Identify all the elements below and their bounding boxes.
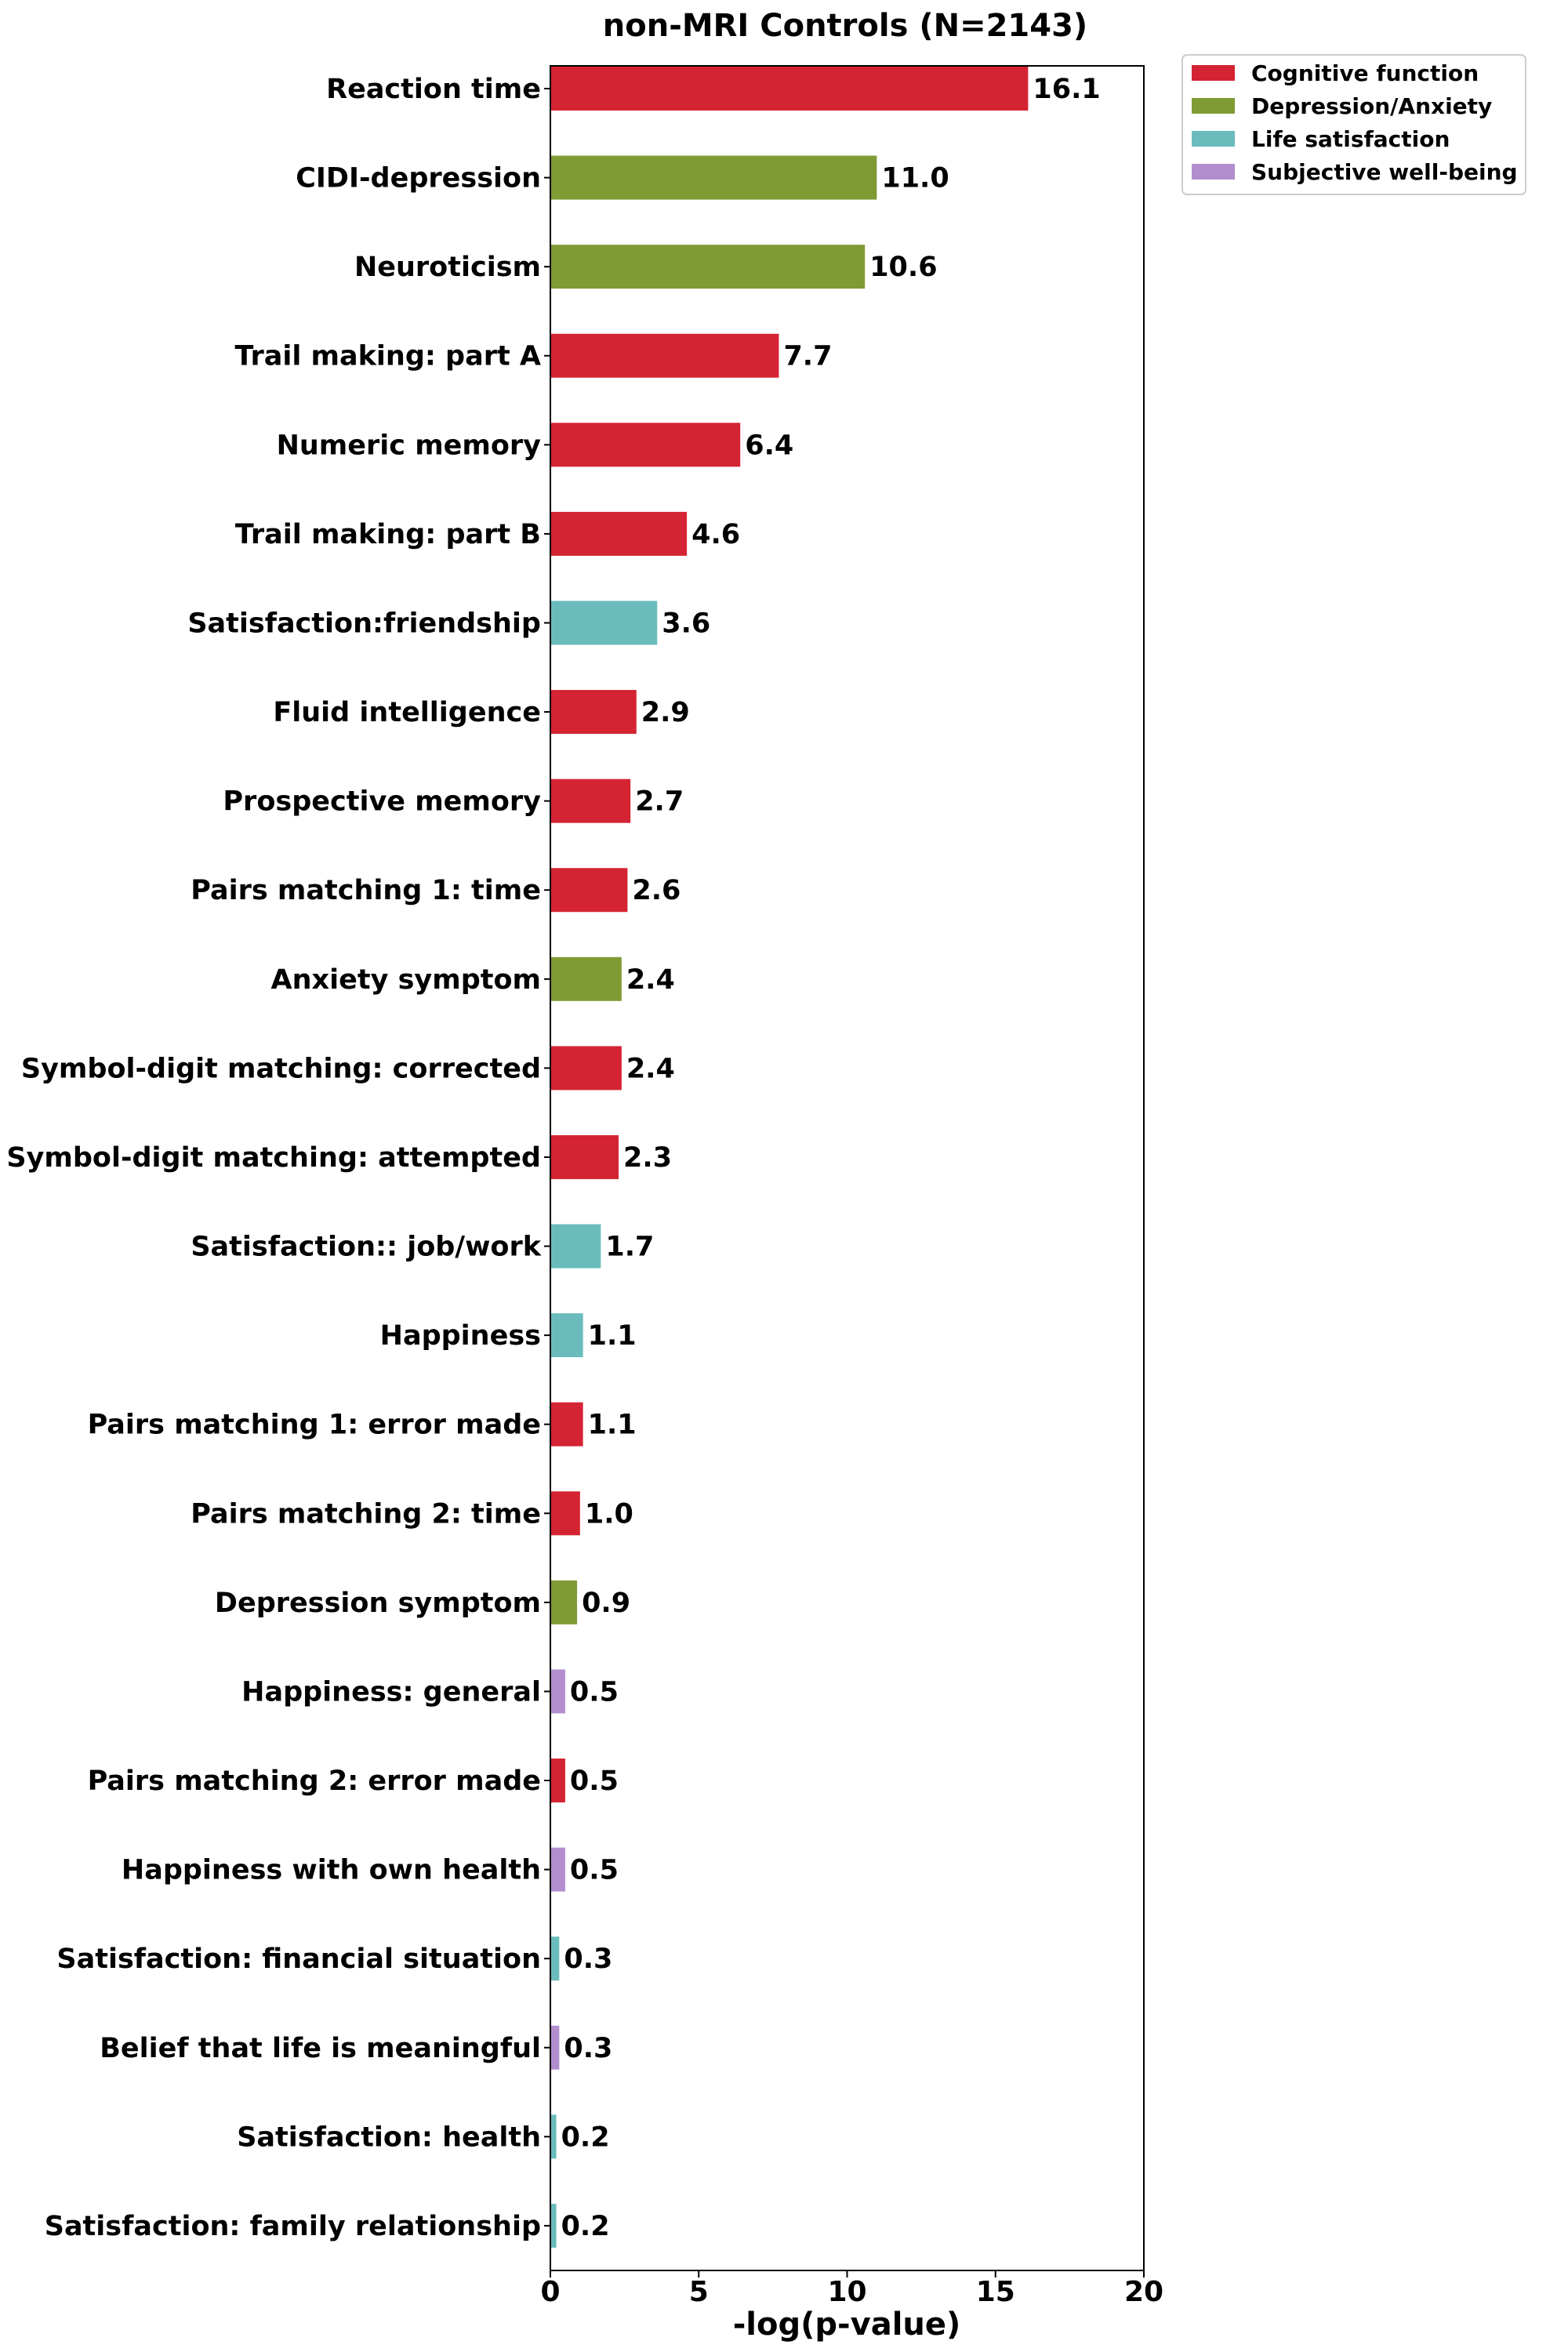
bar-value-label: 11.0 [881,163,949,194]
bar-value-label: 2.4 [626,964,675,996]
bar [550,511,688,556]
bar [550,423,741,467]
bar [550,601,658,645]
bar-value-label: 1.0 [585,1498,633,1530]
bar [550,67,1029,111]
bar-value-label: 0.9 [582,1588,630,1619]
bar-value-label: 0.3 [564,2033,612,2064]
x-axis-label: -log(p-value) [733,2307,961,2343]
y-tick-label: CIDI-depression [296,163,541,194]
bar-value-label: 0.2 [561,2122,610,2153]
y-tick-label: Pairs matching 1: error made [88,1410,541,1441]
y-tick-label: Satisfaction:: job/work [191,1232,541,1263]
y-tick-label: Reaction time [326,74,541,105]
y-tick-label: Prospective memory [223,786,541,818]
bar-value-label: 6.4 [745,430,793,461]
bar-value-label: 2.3 [623,1142,672,1174]
y-tick-label: Symbol-digit matching: corrected [21,1053,541,1084]
y-tick-label: Depression symptom [215,1588,541,1619]
bar-value-label: 0.5 [570,1676,619,1708]
bar [550,155,877,200]
bar [550,1491,580,1536]
bar-value-label: 2.6 [632,875,681,906]
bar-value-label: 2.7 [635,786,684,818]
legend-label: Depression/Anxiety [1251,93,1492,119]
y-tick-label: Pairs matching 2: error made [88,1766,541,1797]
bar [550,779,631,823]
x-tick-label: 0 [540,2276,560,2308]
y-tick-label: Pairs matching 1: time [191,875,541,906]
bar [550,245,866,289]
y-tick-label: Numeric memory [277,430,542,461]
chart-title: non-MRI Controls (N=2143) [603,8,1087,44]
bar [550,2114,557,2159]
y-tick-label: Anxiety symptom [271,964,541,996]
bar [550,1224,601,1269]
y-tick-label: Satisfaction:friendship [187,608,541,639]
bar-value-label: 1.1 [588,1410,637,1441]
bar-value-label: 10.6 [869,252,937,283]
y-tick-label: Symbol-digit matching: attempted [6,1142,541,1174]
y-tick-label: Neuroticism [354,252,541,283]
bar [550,2025,560,2070]
bar-value-label: 3.6 [662,608,710,639]
bars-layer: Reaction time 16.1 CIDI-depression 11.0 Neur… [6,67,1101,2248]
y-tick-label: Fluid intelligence [273,697,541,728]
bar [550,333,779,378]
y-tick-label: Trail making: part A [234,341,541,372]
bar-value-label: 2.4 [626,1053,675,1084]
x-tick-label: 5 [689,2276,709,2308]
y-tick-label: Satisfaction: family relationship [45,2211,541,2242]
bar [550,690,637,735]
x-tick-label: 15 [976,2276,1015,2308]
x-tick-label: 20 [1124,2276,1163,2308]
y-tick-label: Happiness with own health [122,1855,541,1886]
bar-value-label: 0.5 [570,1855,619,1886]
y-tick-label: Happiness [380,1320,541,1352]
legend: Cognitive function Depression/Anxiety Life… [1181,54,1526,195]
bar [550,1134,619,1179]
x-tick-label: 10 [827,2276,866,2308]
y-tick-label: Happiness: general [241,1676,541,1708]
bar-value-label: 4.6 [691,519,740,550]
bar-value-label: 1.1 [588,1320,637,1352]
bar [550,1313,583,1358]
bar-value-label: 16.1 [1033,74,1100,105]
bar [550,1759,565,1803]
bar [550,1046,622,1091]
bar [550,868,628,913]
bar [550,1847,565,1892]
legend-label: Life satisfaction [1251,126,1450,152]
bar-value-label: 2.9 [641,697,690,728]
y-tick-label: Trail making: part B [235,519,541,550]
bar-value-label: 0.3 [564,1944,612,1975]
bar [550,1936,560,1981]
legend-label: Subjective well-being [1251,159,1518,185]
legend-swatch [1192,98,1235,114]
legend-swatch [1192,65,1235,81]
y-tick-label: Satisfaction: health [237,2122,541,2153]
bar-value-label: 1.7 [605,1232,654,1263]
x-axis: 0 5 10 15 20 [540,2270,1163,2308]
bar [550,1580,578,1624]
bar [550,1669,565,1714]
bar [550,956,622,1001]
bar-value-label: 7.7 [783,341,832,372]
y-tick-label: Pairs matching 2: time [191,1498,541,1530]
legend-label: Cognitive function [1251,60,1479,86]
bar-value-label: 0.2 [561,2211,610,2242]
legend-box [1181,54,1526,195]
bar-value-label: 0.5 [570,1766,619,1797]
legend-swatch [1192,131,1235,147]
legend-swatch [1192,164,1235,180]
y-tick-label: Satisfaction: financial situation [56,1944,541,1975]
bar [550,1402,583,1446]
bar [550,2203,557,2248]
y-tick-label: Belief that life is meaningful [100,2033,541,2064]
